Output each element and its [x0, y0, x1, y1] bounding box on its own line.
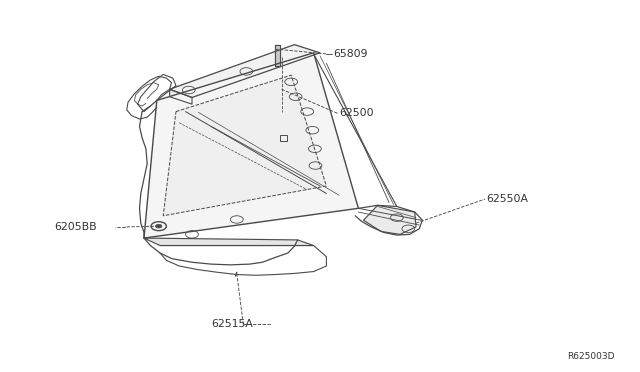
Polygon shape [364, 205, 416, 234]
Polygon shape [144, 53, 358, 238]
Text: R625003D: R625003D [567, 352, 614, 361]
Polygon shape [170, 45, 320, 97]
Polygon shape [163, 75, 326, 216]
Text: 62550A: 62550A [486, 194, 529, 204]
Text: 62500: 62500 [339, 109, 374, 118]
Bar [280, 135, 287, 141]
Text: 62515A: 62515A [211, 319, 253, 328]
Text: 65809: 65809 [333, 49, 367, 59]
Circle shape [156, 224, 162, 228]
Text: 6205BB: 6205BB [54, 222, 97, 232]
Polygon shape [275, 45, 280, 66]
Polygon shape [144, 238, 314, 246]
Polygon shape [170, 89, 192, 104]
